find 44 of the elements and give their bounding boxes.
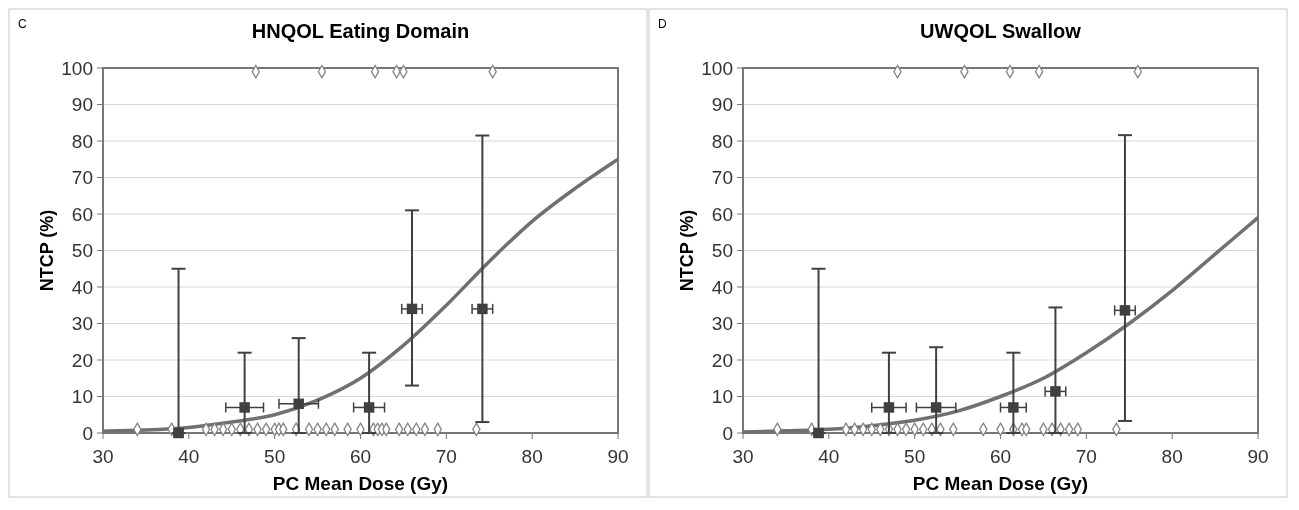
x-tick-label: 40	[178, 446, 200, 467]
y-tick-label: 50	[71, 240, 93, 262]
y-tick-label: 60	[711, 203, 733, 225]
x-tick-label: 50	[264, 446, 286, 467]
y-tick-label: 10	[71, 386, 93, 408]
x-tick-label: 30	[92, 446, 114, 467]
y-tick-label: 40	[71, 276, 93, 298]
y-tick-label: 40	[711, 276, 733, 298]
y-tick-label: 70	[711, 167, 733, 189]
y-tick-label: 80	[711, 130, 733, 152]
y-axis-title: NTCP (%)	[37, 209, 57, 292]
y-tick-label: 50	[711, 240, 733, 262]
x-tick-label: 70	[435, 446, 457, 467]
x-tick-label: 90	[1247, 446, 1269, 467]
y-tick-label: 90	[71, 94, 93, 116]
y-tick-label: 100	[61, 57, 93, 79]
x-tick-label: 30	[732, 446, 754, 467]
x-tick-label: 50	[904, 446, 926, 467]
x-tick-label: 80	[521, 446, 543, 467]
y-axis-title: NTCP (%)	[677, 209, 697, 292]
y-tick-label: 30	[711, 313, 733, 335]
y-tick-label: 70	[71, 167, 93, 189]
y-tick-label: 90	[711, 94, 733, 116]
x-tick-label: 90	[607, 446, 629, 467]
x-tick-label: 70	[1075, 446, 1097, 467]
y-tick-label: 30	[71, 313, 93, 335]
chart-title: HNQOL Eating Domain	[251, 20, 470, 42]
y-tick-label: 60	[71, 203, 93, 225]
y-tick-label: 80	[71, 130, 93, 152]
y-tick-label: 0	[722, 422, 733, 444]
x-axis-title: PC Mean Dose (Gy)	[912, 473, 1089, 494]
x-tick-label: 60	[989, 446, 1012, 467]
y-tick-label: 100	[701, 57, 733, 79]
y-tick-label: 0	[82, 422, 93, 444]
x-tick-label: 40	[818, 446, 840, 467]
x-axis-title: PC Mean Dose (Gy)	[272, 473, 449, 494]
text: D	[658, 17, 667, 31]
y-tick-label: 20	[71, 349, 93, 371]
y-tick-label: 20	[711, 349, 733, 371]
x-tick-label: 80	[1161, 446, 1183, 467]
x-tick-label: 60	[349, 446, 372, 467]
chart-title: UWQOL Swallow	[920, 20, 1082, 42]
y-tick-label: 10	[711, 386, 733, 408]
text: C	[18, 17, 27, 31]
